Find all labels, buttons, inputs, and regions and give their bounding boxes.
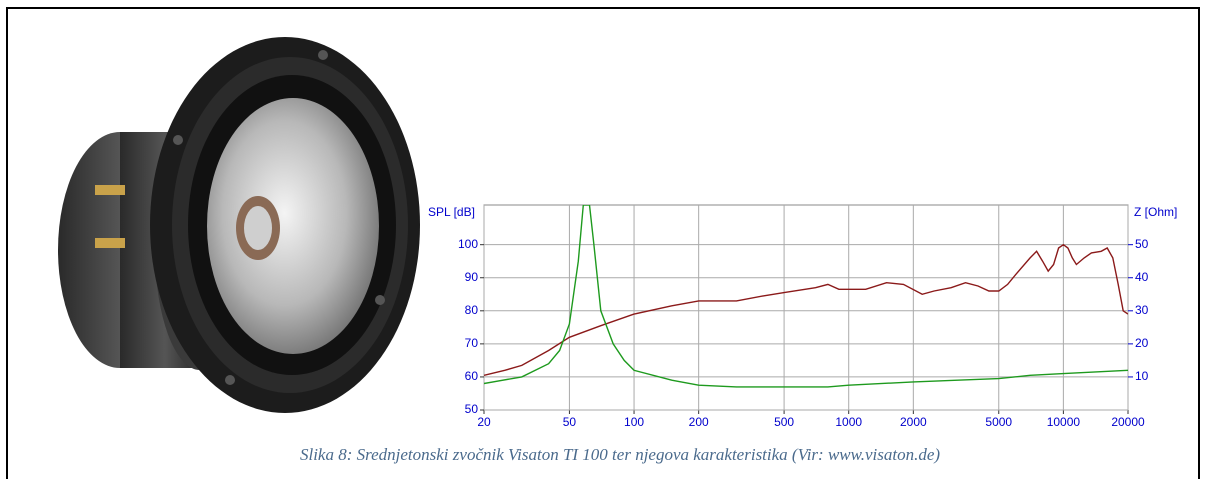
x-tick-label: 20 — [477, 415, 491, 429]
page: {"chart_data": { "type": "line", "captio… — [0, 0, 1208, 479]
y2-tick-label: 30 — [1135, 303, 1149, 317]
x-tick-label: 1000 — [835, 415, 862, 429]
y-tick-label: 90 — [465, 270, 479, 284]
speaker-photo — [58, 37, 420, 413]
y2-tick-label: 20 — [1135, 336, 1149, 350]
y2-tick-label: 40 — [1135, 270, 1149, 284]
x-tick-label: 2000 — [900, 415, 927, 429]
x-tick-label: 5000 — [985, 415, 1012, 429]
y-tick-label: 50 — [465, 402, 479, 416]
y-tick-label: 80 — [465, 303, 479, 317]
y2-tick-label: 10 — [1135, 369, 1149, 383]
x-tick-label: 500 — [774, 415, 794, 429]
y-axis-title: SPL [dB] — [428, 205, 475, 219]
x-tick-label: 10000 — [1047, 415, 1081, 429]
figure: Slika 8: Srednjetonski zvočnik Visaton T… — [0, 0, 1208, 479]
y-tick-label: 60 — [465, 369, 479, 383]
x-tick-label: 50 — [563, 415, 577, 429]
y2-tick-label: 50 — [1135, 237, 1149, 251]
y2-axis-title: Z [Ohm] — [1134, 205, 1177, 219]
x-tick-label: 20000 — [1111, 415, 1145, 429]
y-tick-label: 70 — [465, 336, 479, 350]
x-tick-label: 200 — [689, 415, 709, 429]
y-tick-label: 100 — [458, 237, 478, 251]
caption: Slika 8: Srednjetonski zvočnik Visaton T… — [300, 445, 940, 464]
x-tick-label: 100 — [624, 415, 644, 429]
